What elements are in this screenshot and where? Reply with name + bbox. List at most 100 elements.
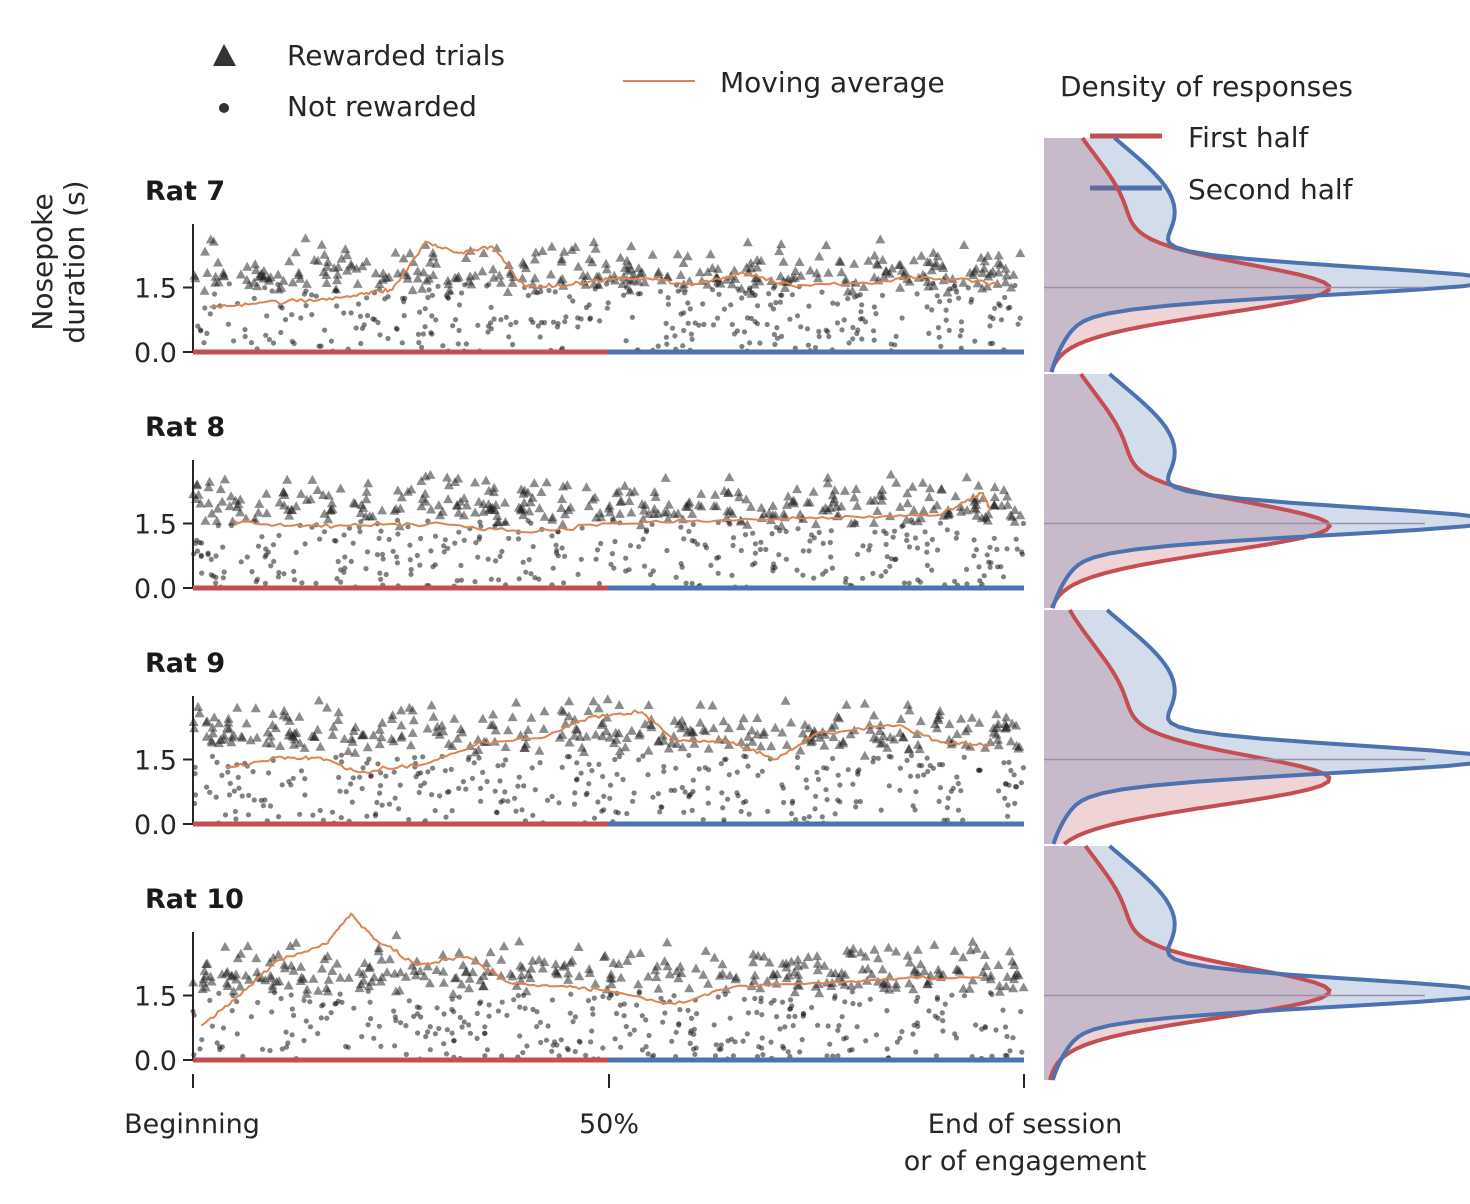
not-rewarded-point bbox=[937, 520, 944, 526]
not-rewarded-point bbox=[211, 291, 218, 297]
rewarded-point bbox=[749, 970, 760, 980]
not-rewarded-point bbox=[824, 797, 830, 803]
rewarded-point bbox=[273, 949, 284, 959]
not-rewarded-point bbox=[605, 300, 611, 306]
not-rewarded-point bbox=[899, 315, 905, 321]
not-rewarded-point bbox=[248, 340, 255, 346]
panel-rat-8: Rat 80.01.5 bbox=[134, 372, 1470, 609]
rewarded-point bbox=[784, 970, 795, 980]
rewarded-point bbox=[453, 473, 464, 483]
not-rewarded-point bbox=[589, 1006, 596, 1012]
not-rewarded-point bbox=[529, 765, 535, 771]
rewarded-point bbox=[515, 960, 526, 970]
rewarded-point bbox=[464, 276, 475, 286]
rewarded-point bbox=[191, 494, 201, 503]
not-rewarded-point bbox=[194, 537, 200, 544]
not-rewarded-point bbox=[621, 1001, 627, 1007]
not-rewarded-point bbox=[771, 997, 777, 1004]
not-rewarded-point bbox=[922, 529, 928, 535]
rewarded-point bbox=[373, 943, 384, 953]
rewarded-point bbox=[263, 273, 274, 283]
not-rewarded-point bbox=[1008, 767, 1014, 774]
not-rewarded-point bbox=[423, 1034, 429, 1040]
not-rewarded-point bbox=[474, 1010, 480, 1017]
not-rewarded-point bbox=[964, 581, 970, 587]
rewarded-point bbox=[357, 261, 368, 271]
rewarded-point bbox=[633, 979, 644, 989]
not-rewarded-point bbox=[267, 1047, 273, 1054]
not-rewarded-point bbox=[612, 1036, 618, 1042]
rewarded-point bbox=[635, 268, 646, 278]
not-rewarded-point bbox=[559, 545, 565, 551]
not-rewarded-point bbox=[857, 798, 863, 805]
not-rewarded-point bbox=[406, 998, 412, 1004]
not-rewarded-point bbox=[758, 999, 764, 1005]
not-rewarded-point bbox=[834, 320, 841, 326]
not-rewarded-point bbox=[873, 1032, 880, 1038]
not-rewarded-point bbox=[679, 784, 685, 791]
not-rewarded-point bbox=[301, 997, 307, 1003]
rewarded-point bbox=[395, 967, 406, 977]
rewarded-point bbox=[651, 972, 662, 982]
not-rewarded-point bbox=[636, 757, 642, 763]
not-rewarded-point bbox=[275, 574, 281, 580]
rewarded-point bbox=[614, 700, 625, 709]
rewarded-point bbox=[478, 506, 489, 516]
rewarded-point bbox=[241, 718, 252, 728]
rewarded-point bbox=[718, 716, 729, 726]
rewarded-point bbox=[915, 716, 926, 726]
rewarded-point bbox=[1007, 956, 1018, 966]
rewarded-point bbox=[879, 977, 889, 987]
not-rewarded-point bbox=[752, 560, 758, 566]
rewarded-point bbox=[557, 729, 568, 739]
not-rewarded-point bbox=[853, 804, 859, 810]
not-rewarded-point bbox=[376, 535, 382, 542]
rewarded-point bbox=[729, 265, 740, 275]
not-rewarded-point bbox=[906, 580, 912, 586]
not-rewarded-point bbox=[677, 1007, 683, 1013]
rewarded-point bbox=[647, 249, 658, 259]
not-rewarded-point bbox=[710, 322, 717, 328]
second-half-density-curve bbox=[1051, 608, 1470, 845]
not-rewarded-point bbox=[508, 321, 514, 328]
rewarded-point bbox=[904, 957, 915, 967]
rewarded-point bbox=[884, 984, 895, 994]
not-rewarded-point bbox=[279, 305, 285, 311]
not-rewarded-point bbox=[884, 1008, 890, 1014]
rewarded-point bbox=[958, 277, 969, 287]
not-rewarded-point bbox=[1018, 780, 1024, 786]
rewarded-point bbox=[218, 270, 229, 280]
not-rewarded-point bbox=[921, 772, 927, 778]
not-rewarded-point bbox=[497, 778, 503, 784]
not-rewarded-point bbox=[195, 323, 201, 329]
rewarded-point bbox=[916, 250, 927, 260]
rewarded-point bbox=[336, 253, 347, 263]
rewarded-point bbox=[461, 500, 472, 510]
not-rewarded-point bbox=[954, 774, 960, 780]
not-rewarded-point bbox=[482, 1053, 488, 1059]
rewarded-point bbox=[935, 706, 945, 716]
not-rewarded-point bbox=[192, 771, 198, 777]
not-rewarded-point bbox=[867, 996, 873, 1002]
not-rewarded-point bbox=[549, 793, 555, 800]
rewarded-point bbox=[224, 724, 235, 734]
not-rewarded-point bbox=[370, 316, 376, 322]
not-rewarded-point bbox=[687, 1030, 694, 1036]
not-rewarded-point bbox=[987, 314, 993, 320]
not-rewarded-point bbox=[301, 291, 307, 297]
not-rewarded-point bbox=[729, 321, 735, 328]
x-tick-label-50: 50% bbox=[579, 1109, 639, 1140]
rewarded-point bbox=[530, 285, 541, 295]
rewarded-point bbox=[265, 970, 276, 980]
not-rewarded-point bbox=[993, 1027, 999, 1033]
rewarded-point bbox=[556, 256, 567, 266]
not-rewarded-point bbox=[343, 789, 349, 795]
not-rewarded-point bbox=[526, 557, 532, 563]
not-rewarded-point bbox=[570, 1019, 576, 1025]
rewarded-point bbox=[412, 273, 423, 283]
not-rewarded-point bbox=[850, 1000, 856, 1007]
rewarded-point bbox=[814, 251, 825, 261]
rewarded-point bbox=[335, 972, 346, 982]
rewarded-point bbox=[278, 487, 289, 497]
rewarded-point bbox=[593, 279, 604, 289]
